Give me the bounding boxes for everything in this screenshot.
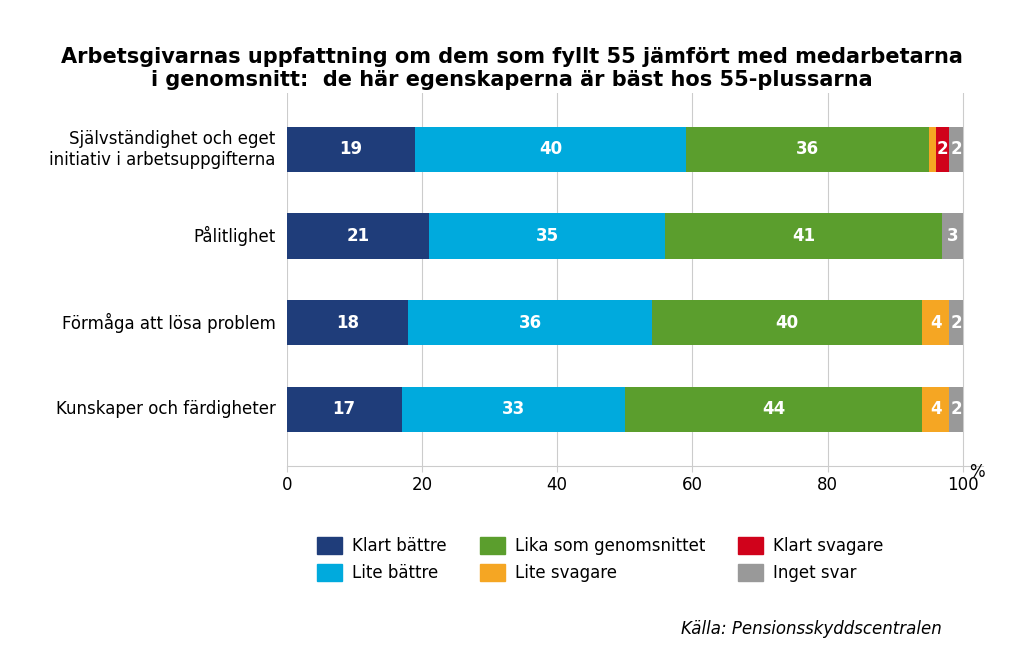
Bar	[923, 386, 949, 432]
Text: %: %	[970, 463, 985, 481]
Bar	[686, 127, 929, 172]
Text: 44: 44	[762, 400, 785, 418]
Bar	[936, 127, 949, 172]
Text: Källa: Pensionsskyddscentralen: Källa: Pensionsskyddscentralen	[681, 620, 942, 638]
Bar	[287, 300, 409, 345]
Bar	[287, 213, 429, 259]
Bar	[652, 300, 923, 345]
Bar	[429, 213, 666, 259]
Bar	[625, 386, 923, 432]
Text: 4: 4	[930, 400, 941, 418]
Bar	[287, 127, 415, 172]
Bar	[929, 127, 936, 172]
Text: 40: 40	[539, 140, 562, 158]
Bar	[415, 127, 686, 172]
Text: 2: 2	[950, 140, 962, 158]
Text: 33: 33	[502, 400, 525, 418]
Text: 17: 17	[333, 400, 355, 418]
Bar	[401, 386, 625, 432]
Text: 4: 4	[930, 314, 941, 332]
Bar	[409, 300, 652, 345]
Text: 35: 35	[536, 227, 558, 245]
Text: 2: 2	[937, 140, 948, 158]
Bar	[949, 127, 963, 172]
Text: 3: 3	[947, 227, 958, 245]
Bar	[666, 213, 942, 259]
Text: 36: 36	[796, 140, 819, 158]
Text: 18: 18	[336, 314, 359, 332]
Text: 40: 40	[775, 314, 799, 332]
Text: 2: 2	[950, 400, 962, 418]
Bar	[923, 300, 949, 345]
Text: 21: 21	[346, 227, 370, 245]
Text: Arbetsgivarnas uppfattning om dem som fyllt 55 jämfört med medarbetarna
i genoms: Arbetsgivarnas uppfattning om dem som fy…	[61, 47, 963, 90]
Bar	[942, 213, 963, 259]
Bar	[949, 300, 963, 345]
Text: 2: 2	[950, 314, 962, 332]
Text: 36: 36	[518, 314, 542, 332]
Text: 41: 41	[793, 227, 815, 245]
Bar	[949, 386, 963, 432]
Bar	[287, 386, 401, 432]
Text: 19: 19	[339, 140, 362, 158]
Legend: Klart bättre, Lite bättre, Lika som genomsnittet, Lite svagare, Klart svagare, I: Klart bättre, Lite bättre, Lika som geno…	[316, 537, 884, 582]
